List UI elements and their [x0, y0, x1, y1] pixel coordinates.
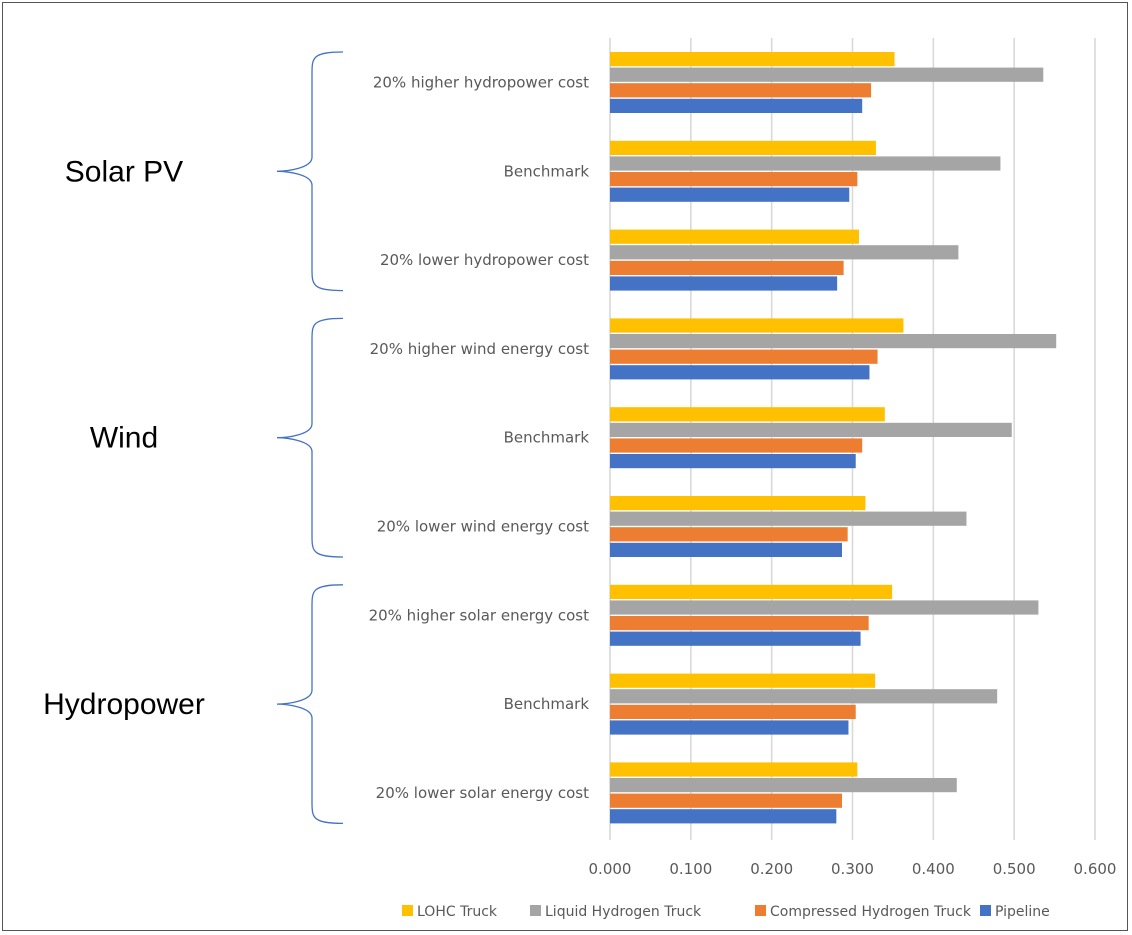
bar: [610, 809, 837, 824]
bar: [610, 542, 842, 557]
bar: [610, 276, 838, 291]
category-label: 20% higher solar energy cost: [369, 606, 590, 624]
bar: [610, 584, 893, 599]
legend-swatch: [530, 905, 541, 916]
bars: [610, 52, 1057, 824]
group-brace: [276, 317, 344, 558]
category-labels: 20% higher hydropower cost Benchmark 20% l…: [369, 74, 590, 802]
bar: [610, 187, 850, 202]
bar: [610, 600, 1039, 615]
bar: [610, 438, 863, 453]
group-brace: [276, 51, 344, 292]
bar: [610, 689, 998, 704]
bar: [610, 83, 872, 98]
bar: [610, 720, 849, 735]
category-label: 20% lower hydropower cost: [380, 251, 589, 269]
legend-label: Compressed Hydrogen Truck: [770, 904, 972, 920]
bar: [610, 496, 866, 511]
bar: [610, 349, 878, 364]
legend-swatch: [755, 905, 766, 916]
bar: [610, 172, 858, 187]
bar: [610, 140, 876, 155]
legend-label: Pipeline: [995, 904, 1050, 920]
group-labels: Solar PV Wind Hydropower: [43, 155, 205, 721]
bar: [610, 260, 844, 275]
x-tick-label: 0.100: [669, 860, 712, 878]
bar: [610, 67, 1044, 82]
x-tick-label: 0.400: [912, 860, 955, 878]
group-braces: [276, 51, 344, 825]
bar: [610, 527, 848, 542]
x-tick-label: 0.600: [1074, 860, 1117, 878]
bar: [610, 454, 856, 469]
legend: LOHC Truck Liquid Hydrogen Truck Compresse…: [402, 904, 1050, 920]
bar: [610, 98, 863, 113]
x-tick-label: 0.300: [831, 860, 874, 878]
bar: [610, 793, 842, 808]
legend-swatch: [402, 905, 413, 916]
bar: [610, 407, 885, 422]
bar: [610, 704, 856, 719]
legend-label: LOHC Truck: [417, 904, 498, 920]
x-tick-label: 0.500: [993, 860, 1036, 878]
x-axis-tick-labels: 0.000 0.100 0.200 0.300 0.400 0.500 0.600: [589, 860, 1117, 878]
bar: [610, 422, 1012, 437]
bar: [610, 778, 957, 793]
legend-swatch: [980, 905, 991, 916]
bar: [610, 511, 967, 526]
legend-label: Liquid Hydrogen Truck: [545, 904, 702, 920]
category-label: Benchmark: [504, 429, 590, 447]
category-label: Benchmark: [504, 695, 590, 713]
category-label: Benchmark: [504, 162, 590, 180]
bar: [610, 156, 1001, 171]
bar: [610, 245, 959, 260]
category-label: 20% higher wind energy cost: [370, 340, 589, 358]
category-label: 20% higher hydropower cost: [373, 74, 589, 92]
x-tick-label: 0.000: [589, 860, 632, 878]
category-label: 20% lower wind energy cost: [377, 518, 589, 536]
bar: [610, 229, 859, 244]
group-label: Hydropower: [43, 688, 205, 721]
bar: [610, 334, 1057, 349]
bar: [610, 673, 876, 688]
bar: [610, 365, 870, 380]
group-label: Solar PV: [65, 155, 183, 188]
group-label: Wind: [90, 422, 158, 455]
category-label: 20% lower solar energy cost: [376, 784, 589, 802]
bar: [610, 52, 895, 67]
bar: [610, 318, 904, 333]
x-tick-label: 0.200: [750, 860, 793, 878]
group-brace: [276, 584, 344, 825]
bar: [610, 616, 869, 631]
bar: [610, 762, 858, 777]
bar: [610, 631, 861, 646]
